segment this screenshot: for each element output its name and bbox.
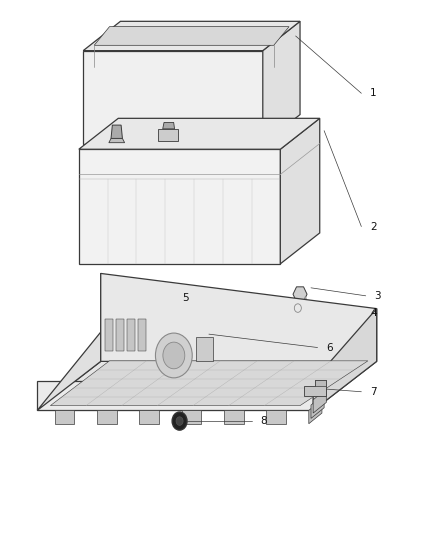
Polygon shape [105, 319, 113, 351]
Polygon shape [109, 139, 125, 143]
Polygon shape [101, 273, 377, 361]
Polygon shape [196, 337, 213, 361]
Polygon shape [79, 118, 320, 149]
Circle shape [294, 304, 301, 312]
Polygon shape [313, 309, 377, 410]
Polygon shape [37, 273, 101, 410]
Polygon shape [37, 381, 313, 410]
Text: 6: 6 [326, 343, 333, 352]
Polygon shape [184, 298, 193, 310]
Polygon shape [50, 361, 368, 406]
Text: 5: 5 [182, 294, 188, 303]
Polygon shape [293, 287, 307, 302]
Polygon shape [94, 27, 289, 45]
Polygon shape [210, 144, 241, 160]
Text: 7: 7 [370, 387, 377, 397]
Polygon shape [315, 380, 326, 386]
Polygon shape [309, 400, 322, 424]
Polygon shape [79, 149, 280, 264]
Text: 8: 8 [261, 416, 267, 426]
Polygon shape [263, 21, 300, 144]
Polygon shape [55, 410, 74, 424]
Polygon shape [182, 410, 201, 424]
Polygon shape [224, 410, 244, 424]
Polygon shape [37, 361, 377, 410]
Polygon shape [280, 118, 320, 264]
Circle shape [163, 342, 185, 369]
Polygon shape [116, 319, 124, 351]
Text: 8: 8 [167, 351, 172, 360]
Text: 1: 1 [370, 88, 377, 98]
Text: 4: 4 [370, 308, 377, 318]
Polygon shape [138, 319, 146, 351]
Polygon shape [266, 410, 286, 424]
Polygon shape [111, 125, 123, 139]
Polygon shape [313, 389, 326, 413]
Polygon shape [287, 304, 324, 320]
Circle shape [176, 417, 183, 425]
Polygon shape [139, 410, 159, 424]
Text: 2: 2 [370, 222, 377, 231]
Text: 3: 3 [374, 291, 381, 301]
Polygon shape [83, 51, 263, 144]
Polygon shape [158, 129, 178, 141]
Polygon shape [304, 380, 326, 396]
Polygon shape [127, 319, 135, 351]
Polygon shape [83, 21, 300, 51]
Circle shape [172, 412, 187, 430]
Polygon shape [162, 123, 174, 129]
Circle shape [155, 333, 192, 378]
Polygon shape [97, 410, 117, 424]
Polygon shape [311, 394, 324, 418]
